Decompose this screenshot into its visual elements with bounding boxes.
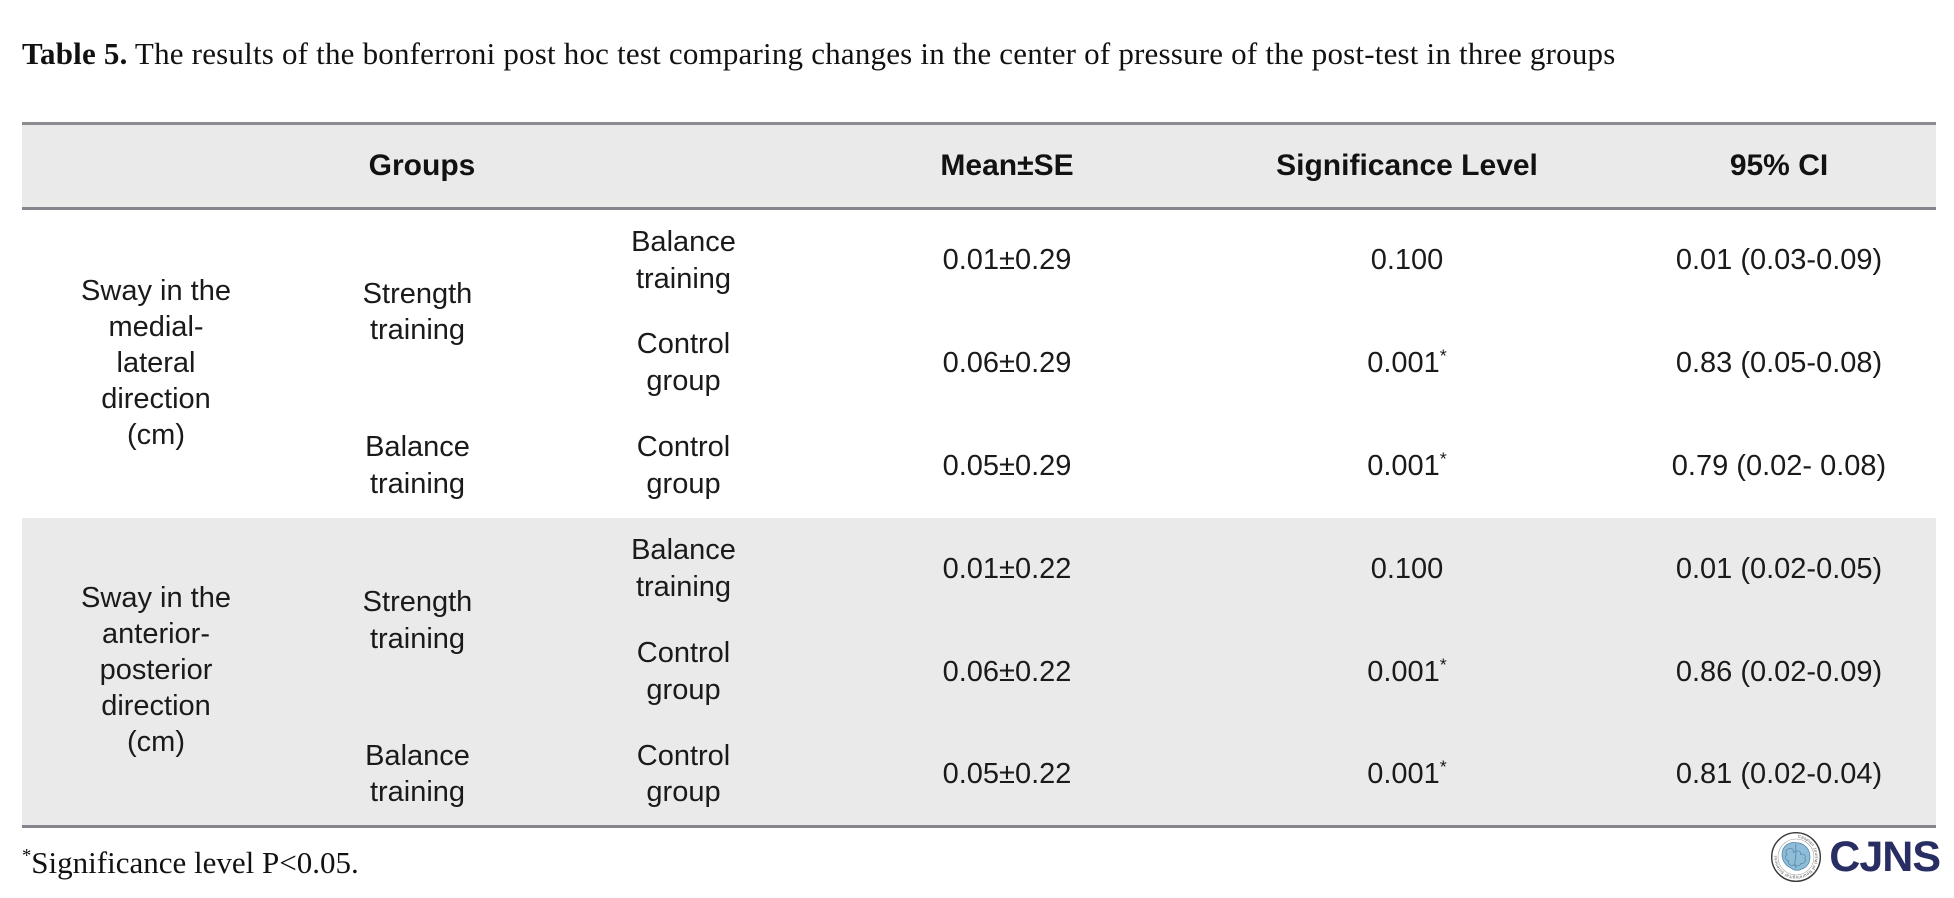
footnote-star: *: [22, 845, 32, 867]
mean-se-cell: 0.05±0.22: [822, 723, 1193, 827]
table-row: Sway in the anterior- posterior directio…: [22, 517, 1937, 827]
ci-cell: 0.86 (0.02-0.09): [1622, 620, 1937, 724]
significance-cell: 0.100: [1192, 517, 1623, 621]
significance-value: 0.100: [1370, 244, 1444, 277]
table-row: Control group 0.06±0.29 0.001* 0.83 (0.0…: [22, 312, 1936, 415]
ci-cell: 0.01 (0.03-0.09): [1675, 244, 1883, 277]
ci-cell: 0.01 (0.02-0.05): [1622, 517, 1937, 621]
significance-value: 0.001: [1367, 655, 1440, 688]
group-cell: Strength training: [290, 517, 545, 724]
ci-cell: 0.81 (0.02-0.04): [1622, 723, 1937, 827]
mean-se-cell: 0.01±0.22: [822, 517, 1193, 621]
header-mean-se: Mean±SE: [822, 123, 1193, 210]
table-title-number: Table 5.: [22, 36, 128, 71]
header-groups: Groups: [22, 123, 823, 210]
mean-se-cell: 0.06±0.29: [942, 346, 1072, 379]
mean-se-cell: 0.05±0.29: [942, 449, 1072, 482]
comparison-cell: Balance training: [631, 226, 736, 295]
measure-label: Sway in the medial- lateral direction (c…: [81, 274, 231, 451]
group-cell: Strength training: [362, 277, 473, 347]
results-table: Groups Mean±SE Significance Level 95% CI…: [22, 122, 1937, 828]
significance-cell: 0.100: [1192, 209, 1622, 312]
significance-cell: 0.001*: [1192, 312, 1622, 415]
significance-star: *: [1439, 654, 1447, 675]
comparison-cell: Control group: [545, 723, 823, 827]
table-row: Balance training Control group 0.05±0.22…: [22, 723, 1937, 827]
group-cell: Balance training: [290, 723, 545, 827]
comparison-cell: Control group: [636, 328, 731, 397]
significance-value: 0.001: [1367, 346, 1440, 379]
mean-se-cell: 0.06±0.22: [822, 620, 1193, 724]
table-title-text: The results of the bonferroni post hoc t…: [127, 36, 1616, 71]
comparison-cell: Control group: [545, 620, 823, 724]
table-row: Control group 0.06±0.22 0.001* 0.86 (0.0…: [22, 620, 1937, 724]
journal-logo-text: CJNS: [1829, 832, 1941, 881]
significance-cell: 0.001*: [1192, 723, 1623, 827]
footnote-text: Significance level P<0.05.: [31, 845, 359, 880]
footnote: *Significance level P<0.05.: [22, 845, 359, 881]
measure-label: Sway in the anterior- posterior directio…: [22, 517, 290, 827]
journal-logo: Caspian Journal of Neurological Sciences…: [1769, 830, 1941, 884]
significance-value: 0.100: [1370, 552, 1444, 585]
journal-seal-icon: Caspian Journal of Neurological Sciences: [1771, 831, 1822, 883]
ci-cell: 0.79 (0.02- 0.08): [1671, 449, 1887, 482]
comparison-cell: Control group: [636, 431, 731, 500]
significance-star: *: [1439, 448, 1447, 469]
table-header: Groups Mean±SE Significance Level 95% CI: [22, 123, 1937, 210]
table-row: Sway in the medial- lateral direction (c…: [22, 209, 1936, 450]
significance-star: *: [1439, 345, 1447, 366]
group-cell: Balance training: [365, 431, 470, 500]
ci-cell: 0.83 (0.05-0.08): [1675, 346, 1883, 379]
block-anterior-posterior: Sway in the anterior- posterior directio…: [22, 517, 1937, 827]
header-row: Groups Mean±SE Significance Level 95% CI: [22, 123, 1937, 210]
significance-value: 0.001: [1367, 757, 1440, 790]
table-title: Table 5. The results of the bonferroni p…: [22, 36, 1936, 72]
header-significance: Significance Level: [1192, 123, 1623, 210]
significance-star: *: [1439, 756, 1447, 777]
table-row: Balance training Control group 0.05±0.29…: [22, 415, 1936, 518]
block-medial-lateral: Sway in the medial- lateral direction (c…: [22, 209, 1936, 518]
significance-cell: 0.001*: [1192, 415, 1622, 518]
significance-cell: 0.001*: [1192, 620, 1623, 724]
mean-se-cell: 0.01±0.29: [942, 244, 1072, 277]
comparison-cell: Balance training: [545, 517, 823, 621]
header-ci: 95% CI: [1622, 123, 1937, 210]
significance-value: 0.001: [1367, 449, 1440, 482]
